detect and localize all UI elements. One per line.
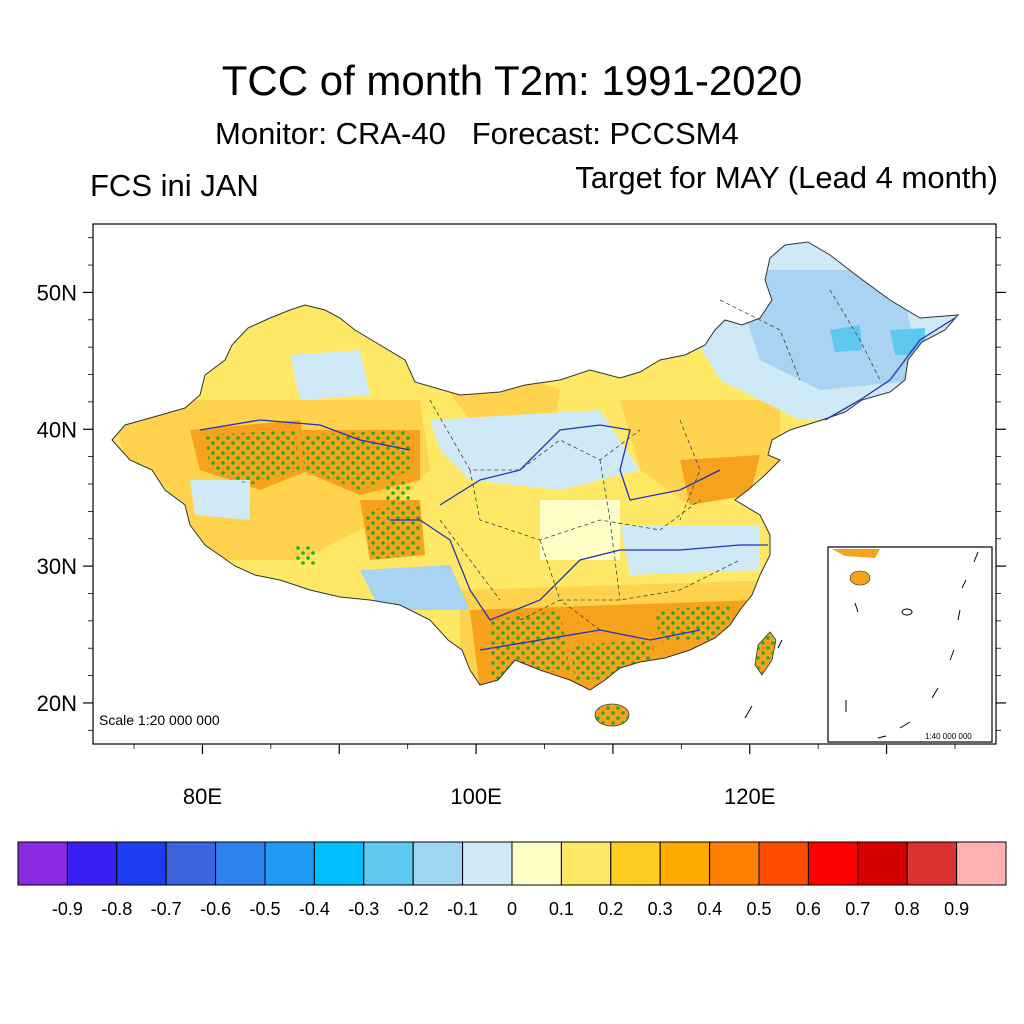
colorbar-swatch (758, 841, 809, 886)
colorbar-swatch (610, 841, 661, 886)
colorbar-swatch (659, 841, 711, 886)
colorbar-label: 0.4 (697, 899, 722, 919)
inset-scale-label: 1:40 000 000 (925, 732, 972, 741)
colorbar-swatch (66, 841, 118, 886)
province-boundaries (429, 289, 881, 631)
lat-label: 20N (37, 691, 77, 716)
colorbar-swatch (906, 841, 958, 886)
colorbar-label: 0 (507, 899, 517, 919)
south-china-sea-inset: 1:40 000 000 (827, 546, 993, 743)
colorbar-label: -0.2 (398, 899, 429, 919)
lon-label: 100E (450, 784, 501, 809)
colorbar-label: 0.2 (598, 899, 623, 919)
colorbar-swatch (709, 841, 760, 886)
colorbar: -0.9 -0.8 -0.7 -0.6 -0.5 -0.4 -0.3 -0.2 -0.1 0 0.1… (17, 841, 1007, 919)
nine-dash-segment (744, 705, 753, 719)
colorbar-label: 0.3 (648, 899, 673, 919)
colorbar-swatch (807, 841, 859, 886)
colorbar-label: -0.1 (447, 899, 478, 919)
plot-title: TCC of month T2m: 1991-2020 (221, 57, 803, 104)
colorbar-swatch (462, 841, 513, 886)
colorbar-swatch (116, 841, 167, 886)
colorbar-label: -0.5 (249, 899, 280, 919)
colorbar-swatch (560, 841, 612, 886)
lat-label: 50N (37, 280, 77, 305)
colorbar-swatch (363, 841, 414, 886)
colorbar-swatch (857, 841, 908, 886)
colorbar-label: -0.4 (299, 899, 330, 919)
forecast-init-label: FCS ini JAN (90, 168, 259, 203)
axis-ticks: 50N 40N 30N 20N 80E 100E 120E (37, 237, 1006, 809)
colorbar-label: 0.8 (895, 899, 920, 919)
colorbar-label: 0.6 (796, 899, 821, 919)
colorbar-label: -0.8 (101, 899, 132, 919)
target-label: Target for MAY (Lead 4 month) (575, 160, 998, 195)
colorbar-label: 0.9 (944, 899, 969, 919)
colorbar-swatch (17, 841, 68, 886)
colorbar-label: 0.5 (746, 899, 771, 919)
plot-subtitle: Monitor: CRA-40 Forecast: PCCSM4 (215, 116, 739, 151)
colorbar-swatch (264, 841, 315, 886)
colorbar-label: -0.9 (52, 899, 83, 919)
colorbar-swatch (313, 841, 365, 886)
colorbar-label: 0.7 (845, 899, 870, 919)
lon-label: 120E (724, 784, 775, 809)
lat-label: 40N (37, 417, 77, 442)
colorbar-label: -0.3 (348, 899, 379, 919)
colorbar-label: 0.1 (549, 899, 574, 919)
colorbar-label: -0.6 (200, 899, 231, 919)
colorbar-swatch (165, 841, 217, 886)
colorbar-swatch (215, 841, 266, 886)
china-outline (111, 241, 960, 691)
map-scale-label: Scale 1:20 000 000 (99, 712, 220, 728)
lon-label: 80E (183, 784, 222, 809)
colorbar-label: -0.7 (151, 899, 182, 919)
colorbar-swatch (956, 841, 1007, 886)
colorbar-swatch (511, 841, 562, 886)
colorbar-swatch (412, 841, 464, 886)
rivers (199, 317, 956, 651)
lat-label: 30N (37, 554, 77, 579)
